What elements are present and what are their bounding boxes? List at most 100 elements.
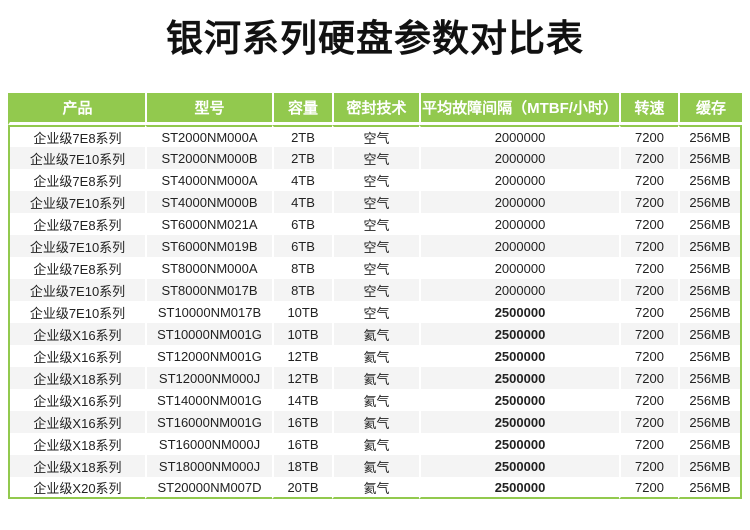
cell-product: 企业级7E10系列	[8, 235, 145, 257]
cell-product: 企业级X18系列	[8, 367, 145, 389]
cell-cache: 256MB	[678, 411, 742, 433]
table-row: 企业级7E10系列 ST4000NM000B 4TB 空气 2000000 7200 256…	[8, 191, 742, 213]
cell-speed: 7200	[619, 323, 678, 345]
cell-seal: 空气	[332, 147, 419, 169]
cell-cache: 256MB	[678, 389, 742, 411]
cell-model: ST20000NM007D	[145, 477, 272, 499]
cell-speed: 7200	[619, 169, 678, 191]
cell-capacity: 8TB	[272, 257, 332, 279]
cell-seal: 氦气	[332, 389, 419, 411]
table-row: 企业级7E8系列 ST6000NM021A 6TB 空气 2000000 7200 256M…	[8, 213, 742, 235]
cell-product: 企业级X18系列	[8, 433, 145, 455]
cell-capacity: 4TB	[272, 169, 332, 191]
cell-cache: 256MB	[678, 147, 742, 169]
cell-cache: 256MB	[678, 235, 742, 257]
cell-mtbf: 2500000	[419, 345, 619, 367]
cell-mtbf: 2500000	[419, 367, 619, 389]
cell-seal: 空气	[332, 213, 419, 235]
column-header-capacity: 容量	[272, 93, 332, 125]
cell-cache: 256MB	[678, 213, 742, 235]
cell-capacity: 16TB	[272, 411, 332, 433]
cell-model: ST10000NM017B	[145, 301, 272, 323]
cell-capacity: 20TB	[272, 477, 332, 499]
cell-speed: 7200	[619, 477, 678, 499]
cell-product: 企业级X16系列	[8, 389, 145, 411]
cell-model: ST6000NM019B	[145, 235, 272, 257]
cell-mtbf: 2500000	[419, 477, 619, 499]
column-header-cache: 缓存	[678, 93, 742, 125]
column-header-product: 产品	[8, 93, 145, 125]
cell-seal: 氦气	[332, 367, 419, 389]
table-row: 企业级X18系列 ST18000NM000J 18TB 氦气 2500000 7200 25…	[8, 455, 742, 477]
column-header-model: 型号	[145, 93, 272, 125]
cell-cache: 256MB	[678, 169, 742, 191]
cell-mtbf: 2500000	[419, 433, 619, 455]
cell-cache: 256MB	[678, 279, 742, 301]
cell-product: 企业级X16系列	[8, 323, 145, 345]
cell-speed: 7200	[619, 191, 678, 213]
cell-mtbf: 2500000	[419, 455, 619, 477]
cell-seal: 空气	[332, 169, 419, 191]
cell-mtbf: 2500000	[419, 323, 619, 345]
cell-speed: 7200	[619, 411, 678, 433]
cell-cache: 256MB	[678, 301, 742, 323]
cell-cache: 256MB	[678, 455, 742, 477]
cell-mtbf: 2500000	[419, 301, 619, 323]
cell-product: 企业级7E10系列	[8, 301, 145, 323]
cell-seal: 空气	[332, 301, 419, 323]
cell-model: ST8000NM000A	[145, 257, 272, 279]
table-row: 企业级X18系列 ST16000NM000J 16TB 氦气 2500000 7200 25…	[8, 433, 742, 455]
cell-model: ST2000NM000A	[145, 125, 272, 147]
cell-mtbf: 2000000	[419, 191, 619, 213]
table-row: 企业级7E10系列 ST6000NM019B 6TB 空气 2000000 7200 256…	[8, 235, 742, 257]
cell-model: ST10000NM001G	[145, 323, 272, 345]
cell-mtbf: 2000000	[419, 147, 619, 169]
cell-cache: 256MB	[678, 191, 742, 213]
cell-product: 企业级X20系列	[8, 477, 145, 499]
cell-cache: 256MB	[678, 257, 742, 279]
cell-product: 企业级7E10系列	[8, 279, 145, 301]
table-row: 企业级X16系列 ST12000NM001G 12TB 氦气 2500000 7200 25…	[8, 345, 742, 367]
cell-speed: 7200	[619, 389, 678, 411]
cell-speed: 7200	[619, 257, 678, 279]
table-row: 企业级7E10系列 ST8000NM017B 8TB 空气 2000000 7200 256…	[8, 279, 742, 301]
cell-capacity: 8TB	[272, 279, 332, 301]
column-header-speed: 转速	[619, 93, 678, 125]
cell-product: 企业级7E10系列	[8, 191, 145, 213]
cell-speed: 7200	[619, 301, 678, 323]
table-row: 企业级7E10系列 ST2000NM000B 2TB 空气 2000000 7200 256…	[8, 147, 742, 169]
page-title: 银河系列硬盘参数对比表	[166, 18, 584, 59]
cell-capacity: 10TB	[272, 323, 332, 345]
cell-seal: 氦气	[332, 323, 419, 345]
cell-speed: 7200	[619, 455, 678, 477]
cell-product: 企业级X18系列	[8, 455, 145, 477]
table-row: 企业级X20系列 ST20000NM007D 20TB 氦气 2500000 7200 25…	[8, 477, 742, 499]
cell-model: ST6000NM021A	[145, 213, 272, 235]
cell-cache: 256MB	[678, 367, 742, 389]
cell-seal: 空气	[332, 235, 419, 257]
cell-mtbf: 2000000	[419, 169, 619, 191]
cell-cache: 256MB	[678, 433, 742, 455]
cell-product: 企业级7E8系列	[8, 125, 145, 147]
cell-capacity: 14TB	[272, 389, 332, 411]
cell-speed: 7200	[619, 213, 678, 235]
cell-speed: 7200	[619, 235, 678, 257]
table-row: 企业级X16系列 ST16000NM001G 16TB 氦气 2500000 7200 25…	[8, 411, 742, 433]
cell-product: 企业级X16系列	[8, 345, 145, 367]
column-header-seal: 密封技术	[332, 93, 419, 125]
cell-capacity: 10TB	[272, 301, 332, 323]
cell-seal: 氦气	[332, 433, 419, 455]
header-row: 产品 型号 容量 密封技术 平均故障间隔（MTBF/小时） 转速 缓存	[8, 93, 742, 125]
cell-cache: 256MB	[678, 345, 742, 367]
cell-model: ST16000NM001G	[145, 411, 272, 433]
cell-mtbf: 2000000	[419, 235, 619, 257]
cell-seal: 氦气	[332, 477, 419, 499]
cell-product: 企业级X16系列	[8, 411, 145, 433]
cell-cache: 256MB	[678, 323, 742, 345]
table-row: 企业级7E8系列 ST8000NM000A 8TB 空气 2000000 7200 256M…	[8, 257, 742, 279]
cell-capacity: 18TB	[272, 455, 332, 477]
cell-model: ST16000NM000J	[145, 433, 272, 455]
cell-capacity: 12TB	[272, 367, 332, 389]
cell-capacity: 16TB	[272, 433, 332, 455]
cell-model: ST18000NM000J	[145, 455, 272, 477]
